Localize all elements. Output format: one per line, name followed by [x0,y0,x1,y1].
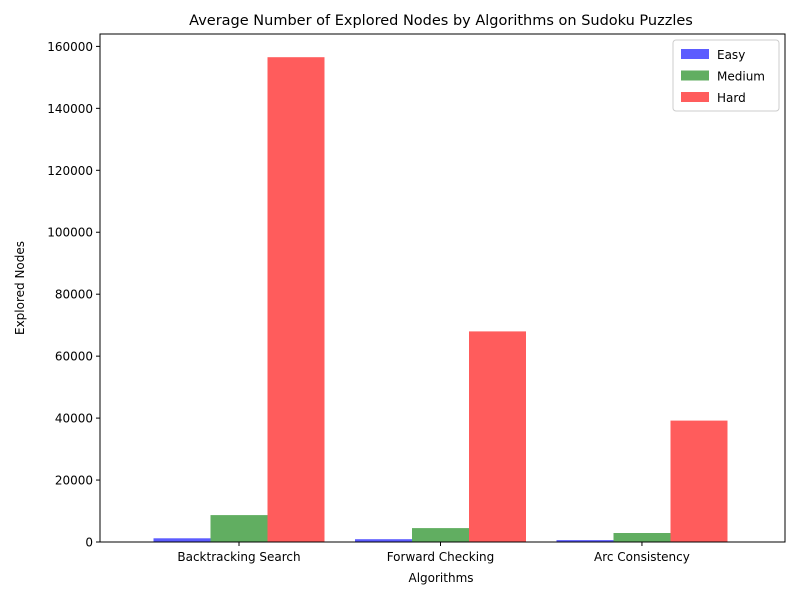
y-tick-label: 80000 [55,288,93,302]
y-tick-label: 140000 [47,102,93,116]
bar-medium-1 [412,528,469,542]
bar-easy-0 [153,538,211,542]
plot-area: 0 20000 40000 60000 80000 100000 120000 140000 1… [47,33,786,564]
y-tick-label: 160000 [47,40,93,54]
y-axis-label: Explored Nodes [13,241,27,335]
bar-hard-1 [469,331,526,542]
x-axis-label: Algorithms [408,571,473,585]
legend: Easy Medium Hard [672,39,780,112]
x-tick-label: Forward Checking [387,550,495,564]
legend-label-medium: Medium [717,70,765,84]
y-tick-label: 20000 [55,474,93,488]
y-tick-label: 120000 [47,164,93,178]
bar-hard-0 [267,57,325,542]
y-tick-label: 60000 [55,350,93,364]
legend-label-easy: Easy [717,48,745,62]
bar-easy-2 [556,540,614,542]
legend-swatch-easy [681,49,709,59]
legend-swatch-medium [681,70,709,81]
bar-medium-2 [613,533,671,542]
plot-frame [99,33,786,543]
legend-label-hard: Hard [717,91,746,105]
x-tick-label: Arc Consistency [594,550,690,564]
legend-swatch-hard [681,92,709,102]
x-tick-label: Backtracking Search [177,550,300,564]
bar-easy-1 [355,539,412,542]
bar-medium-0 [210,515,268,542]
y-tick-label: 0 [85,536,93,550]
chart-title: Average Number of Explored Nodes by Algo… [189,13,693,29]
y-tick-label: 100000 [47,226,93,240]
bar-hard-2 [670,420,728,542]
y-tick-label: 40000 [55,412,93,426]
